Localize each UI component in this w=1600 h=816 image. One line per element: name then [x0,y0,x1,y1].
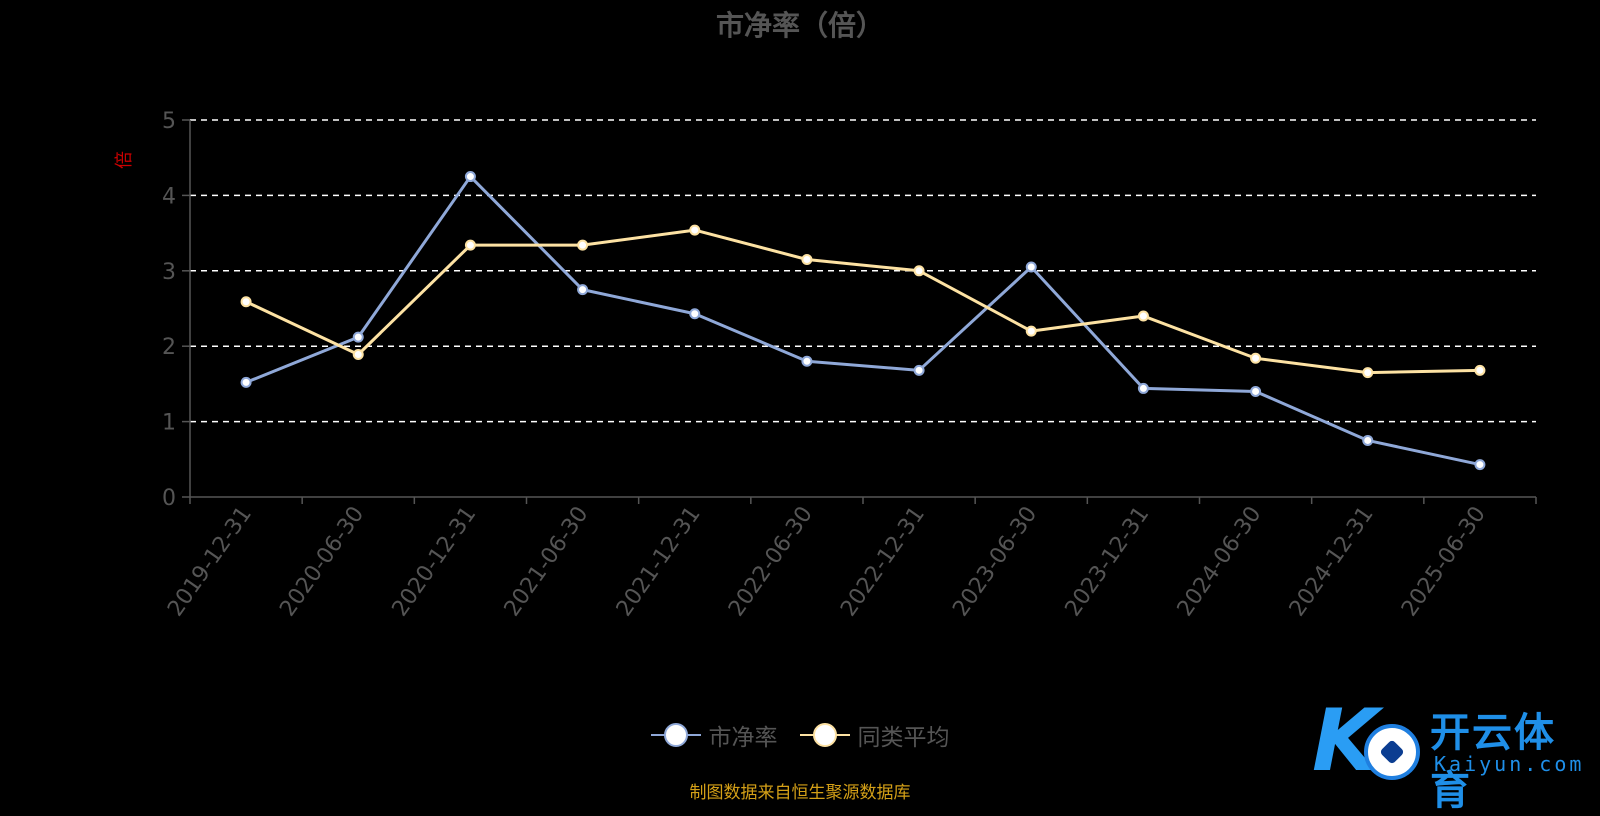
legend-marker-icon [650,722,701,748]
y-tick-label: 1 [162,411,176,436]
data-point [1250,352,1262,364]
data-point [1362,367,1374,379]
series-line-2 [245,228,1480,375]
data-point [1137,382,1149,394]
data-point [689,308,701,320]
y-axis-unit-label: 倍 [114,151,135,169]
data-point [1362,434,1374,446]
series-line-1 [245,175,1481,467]
legend-item[interactable]: 同类平均 [799,718,950,752]
data-point [1025,261,1037,273]
data-point [352,348,364,360]
legend: 市净率 同类平均 [0,718,1600,752]
soccer-ball-icon [1364,724,1420,780]
data-point [1474,459,1486,471]
x-tick-label: 2021-06-30 [500,502,594,621]
chart-title: 市净率（倍） [715,9,884,42]
x-tick-label: 2020-06-30 [275,502,369,621]
x-tick-label: 2022-06-30 [724,502,818,621]
legend-label: 同类平均 [857,725,950,751]
y-tick-label: 2 [162,335,176,360]
legend-item[interactable]: 市净率 [650,718,778,752]
data-point [1137,310,1149,322]
x-tick-label: 2024-06-30 [1173,502,1267,621]
x-tick-label: 2025-06-30 [1397,502,1491,621]
data-point [240,296,252,308]
data-point [352,331,364,343]
data-point [577,284,589,296]
data-point [801,355,813,367]
brand-watermark: K 开云体育 Kaiyun.com [1312,696,1592,814]
brand-url: Kaiyun.com [1434,752,1585,776]
data-point [913,265,925,277]
x-tick-label: 2024-12-31 [1285,502,1379,621]
data-point [913,364,925,376]
data-point [577,239,589,251]
source-note: 制图数据来自恒生聚源数据库 [689,783,911,803]
x-tick-label: 2021-12-31 [612,502,706,621]
data-point [240,376,252,388]
x-tick-label: 2020-12-31 [388,502,482,621]
data-point [689,224,701,236]
data-point [801,253,813,265]
x-tick-label: 2023-06-30 [948,502,1042,621]
legend-marker-icon [799,722,850,748]
data-point [1025,325,1037,337]
x-tick-label: 2019-12-31 [163,502,257,621]
x-tick-label: 2022-12-31 [836,502,930,621]
y-tick-label: 4 [162,184,176,209]
y-tick-label: 0 [162,486,176,511]
data-point [464,239,476,251]
data-point [1474,364,1486,376]
y-tick-label: 3 [162,260,176,285]
legend-label: 市净率 [708,725,778,751]
data-point [464,171,476,183]
data-point [1250,385,1262,397]
y-tick-label: 5 [162,109,176,134]
x-tick-label: 2023-12-31 [1061,502,1155,621]
